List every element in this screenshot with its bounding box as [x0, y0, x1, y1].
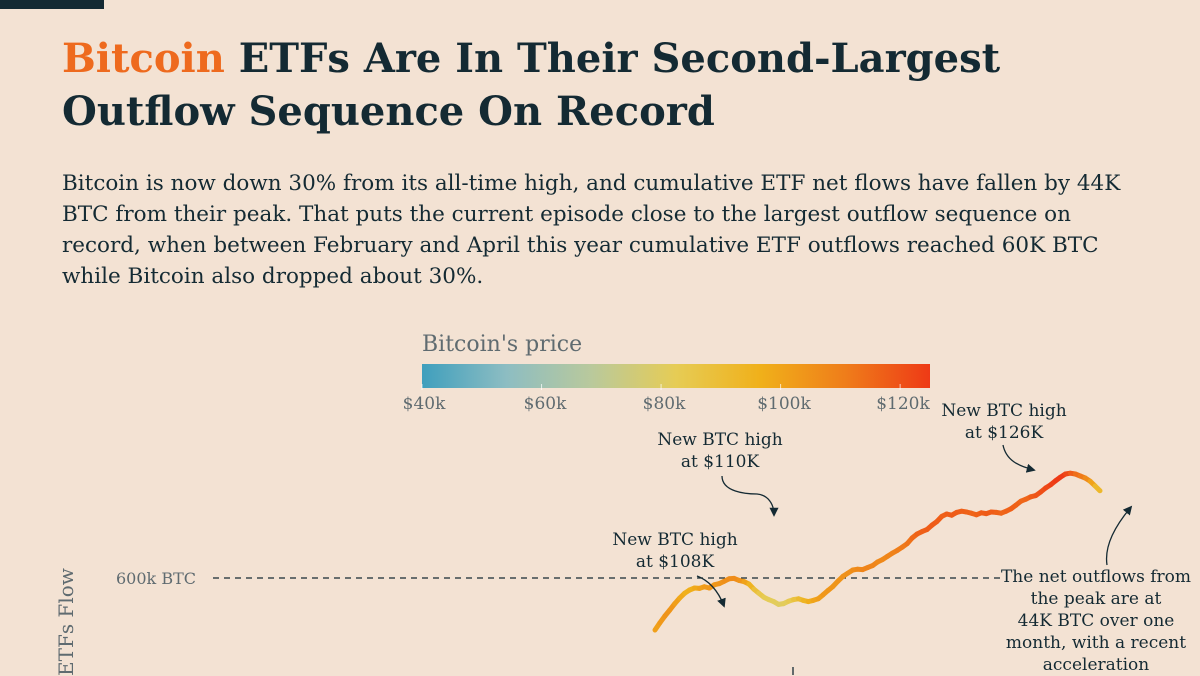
- y-axis-label: ETFs Flow: [54, 568, 78, 676]
- annotation-high-108k: New BTC high at $108K: [600, 529, 750, 573]
- arrow-outflows: [1107, 507, 1131, 565]
- reference-line-label: 600k BTC: [116, 569, 196, 588]
- color-legend-tick-label: $80k: [643, 394, 686, 414]
- color-legend-bar: [422, 364, 930, 388]
- color-legend-title: Bitcoin's price: [422, 332, 582, 357]
- color-legend-tick-label: $100k: [757, 394, 811, 414]
- flow-line-segment: [1095, 486, 1100, 491]
- color-legend-tick-label: $60k: [524, 394, 567, 414]
- color-legend-tick-label: $40k: [403, 394, 446, 414]
- annotation-net-outflows: The net outflows from the peak are at 44…: [996, 566, 1196, 676]
- arrow-126k: [1003, 445, 1034, 470]
- color-legend-tick-label: $120k: [876, 394, 930, 414]
- annotation-high-126k: New BTC high at $126K: [938, 400, 1070, 444]
- arrow-110k: [722, 476, 774, 515]
- annotation-high-110k: New BTC high at $110K: [645, 429, 795, 473]
